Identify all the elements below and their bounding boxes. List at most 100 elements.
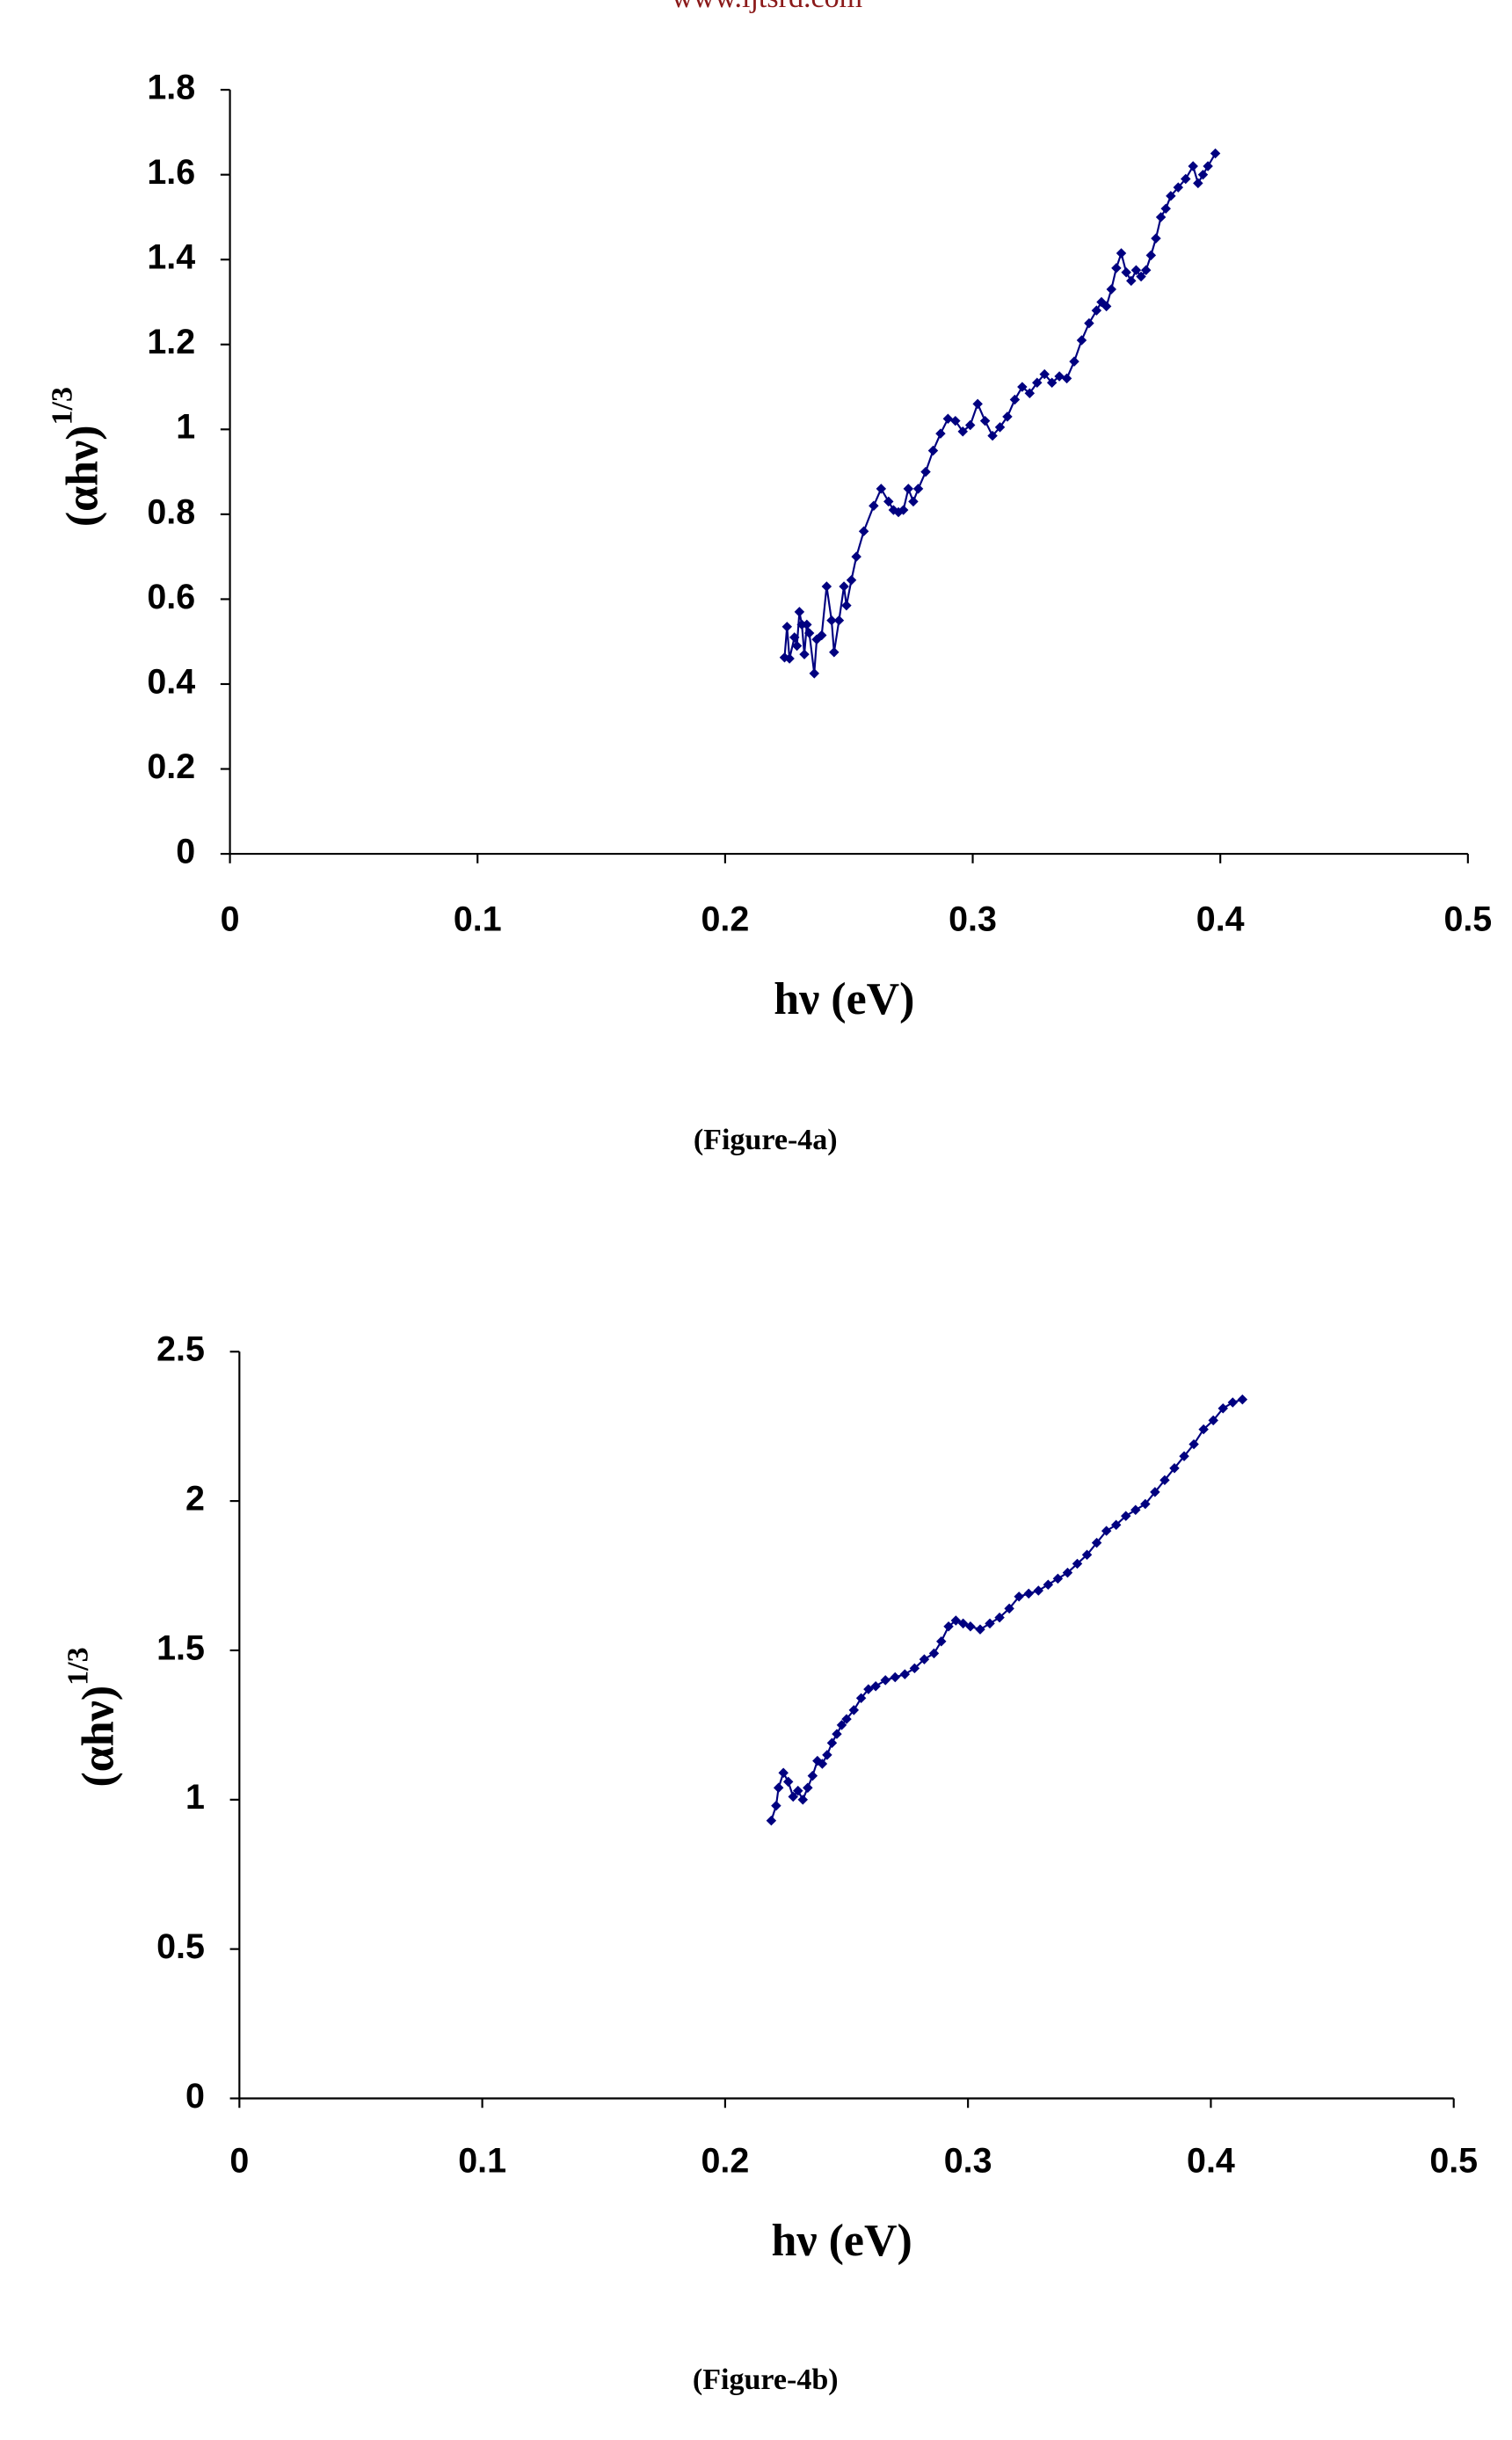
data-point <box>964 419 976 431</box>
y-tick-label: 0 <box>176 832 195 870</box>
data-point <box>1072 1558 1083 1570</box>
data-point <box>826 1737 838 1748</box>
data-point <box>1145 250 1157 261</box>
data-point <box>876 484 887 494</box>
data-point <box>1121 266 1131 278</box>
data-point <box>773 1782 784 1793</box>
data-point <box>965 1621 976 1632</box>
data-point <box>1197 169 1209 180</box>
data-point <box>899 1669 911 1679</box>
data-point <box>957 1618 969 1629</box>
x-tick-label: 0.5 <box>1429 2141 1478 2180</box>
data-point <box>957 426 969 437</box>
data-point <box>832 1729 842 1739</box>
data-point <box>870 1680 881 1692</box>
data-point <box>1169 1462 1180 1474</box>
data-point <box>1043 1579 1054 1590</box>
data-point <box>927 445 939 456</box>
data-point <box>1110 1519 1122 1531</box>
data-point <box>972 398 983 410</box>
x-tick-label: 0.4 <box>1187 2141 1235 2180</box>
data-point <box>797 1795 809 1805</box>
data-point <box>883 496 894 507</box>
data-point <box>919 1654 930 1664</box>
data-point <box>1076 335 1087 346</box>
data-point <box>994 1612 1005 1623</box>
data-point <box>1227 1397 1239 1408</box>
y-axis-title-superscript: 1/3 <box>46 387 78 426</box>
data-point <box>851 551 861 562</box>
data-point <box>1116 248 1127 259</box>
data-point <box>936 1636 947 1647</box>
data-point <box>943 1621 954 1632</box>
data-point <box>782 1776 794 1788</box>
y-tick-label: 0.5 <box>156 1927 205 1966</box>
data-point <box>1101 301 1112 312</box>
x-tick-label: 0 <box>229 2141 249 2180</box>
data-point <box>858 526 869 536</box>
y-axis-title: (αhν)1/3 <box>46 387 107 527</box>
data-point <box>1091 1537 1102 1548</box>
data-point <box>841 600 852 611</box>
y-tick-label: 1.8 <box>147 69 195 107</box>
data-point <box>1173 182 1184 193</box>
data-point <box>975 1624 985 1635</box>
y-tick-label: 1.4 <box>147 238 195 277</box>
y-axis-title-superscript: 1/3 <box>62 1647 94 1686</box>
data-point <box>1033 1585 1044 1596</box>
data-point <box>935 428 946 439</box>
x-tick-label: 0.1 <box>458 2141 506 2180</box>
header: www.ijtsrd.com <box>672 0 862 14</box>
data-point <box>821 581 832 592</box>
data-point <box>1069 356 1079 367</box>
data-point <box>1179 1451 1189 1461</box>
x-tick-label: 0 <box>221 900 240 939</box>
data-point <box>1061 373 1072 384</box>
y-tick-label: 1 <box>185 1778 205 1817</box>
data-point <box>1140 265 1152 276</box>
data-point <box>1181 173 1191 185</box>
data-point <box>950 415 961 426</box>
data-point <box>1126 275 1137 287</box>
data-point <box>1151 233 1161 244</box>
data-point <box>794 607 805 617</box>
figure-caption: (Figure-4a) <box>694 1124 838 1156</box>
y-tick-label: 0.2 <box>147 747 195 786</box>
data-point <box>1218 1403 1228 1414</box>
data-point <box>816 630 827 641</box>
data-point <box>920 466 931 477</box>
data-point <box>880 1675 890 1686</box>
data-point <box>1237 1394 1248 1405</box>
data-point <box>803 1782 813 1793</box>
data-point <box>1106 284 1116 295</box>
data-point <box>793 1785 803 1796</box>
data-point <box>950 1615 962 1626</box>
data-point <box>1062 1567 1073 1578</box>
x-axis-title: hν (eV) <box>774 974 914 1024</box>
data-point <box>846 574 857 586</box>
data-point <box>994 422 1006 433</box>
data-point <box>1198 1424 1209 1435</box>
y-tick-label: 1.5 <box>156 1628 205 1667</box>
y-tick-label: 0.4 <box>147 662 195 701</box>
data-point <box>869 500 879 511</box>
y-tick-label: 0 <box>185 2077 205 2116</box>
data-point <box>778 1767 789 1778</box>
y-axis-title-base: (αhν) <box>57 425 107 527</box>
data-point <box>809 668 820 679</box>
x-axis-title: hν (eV) <box>772 2216 912 2266</box>
data-point <box>928 1648 940 1659</box>
data-point <box>766 1815 777 1826</box>
data-point <box>788 1791 798 1803</box>
data-point <box>839 581 849 592</box>
data-point <box>979 415 991 426</box>
data-point <box>1166 191 1176 201</box>
figure-caption: (Figure-4b) <box>693 2364 839 2396</box>
data-point <box>1002 412 1013 422</box>
x-tick-label: 0.2 <box>701 2141 749 2180</box>
data-point <box>771 1800 781 1811</box>
y-tick-label: 1.2 <box>147 323 195 361</box>
data-point <box>912 484 924 494</box>
